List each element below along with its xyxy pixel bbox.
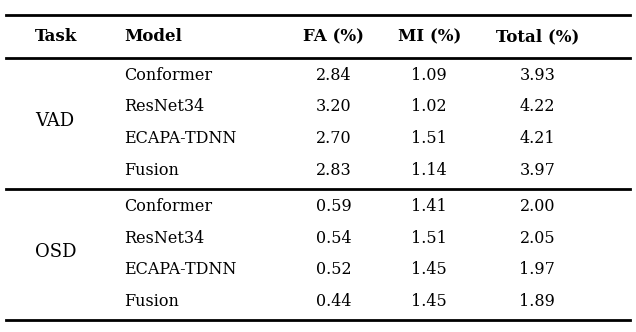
Text: 3.20: 3.20	[316, 99, 352, 116]
Text: 2.84: 2.84	[316, 67, 352, 84]
Text: 4.22: 4.22	[520, 99, 555, 116]
Text: Fusion: Fusion	[124, 162, 179, 179]
Text: 1.51: 1.51	[411, 130, 447, 147]
Text: 1.02: 1.02	[411, 99, 447, 116]
Text: 2.00: 2.00	[520, 198, 555, 215]
Text: OSD: OSD	[35, 243, 76, 261]
Text: 1.51: 1.51	[411, 230, 447, 247]
Text: Model: Model	[124, 28, 182, 45]
Text: 3.93: 3.93	[520, 67, 555, 84]
Text: 1.45: 1.45	[411, 293, 447, 310]
Text: 0.59: 0.59	[316, 198, 352, 215]
Text: 0.54: 0.54	[316, 230, 352, 247]
Text: ECAPA-TDNN: ECAPA-TDNN	[124, 261, 237, 278]
Text: 2.83: 2.83	[316, 162, 352, 179]
Text: 1.09: 1.09	[411, 67, 447, 84]
Text: Conformer: Conformer	[124, 67, 212, 84]
Text: 1.97: 1.97	[520, 261, 555, 278]
Text: Task: Task	[35, 28, 78, 45]
Text: 2.05: 2.05	[520, 230, 555, 247]
Text: ResNet34: ResNet34	[124, 230, 204, 247]
Text: 1.89: 1.89	[520, 293, 555, 310]
Text: 1.45: 1.45	[411, 261, 447, 278]
Text: 1.41: 1.41	[411, 198, 447, 215]
Text: Fusion: Fusion	[124, 293, 179, 310]
Text: 4.21: 4.21	[520, 130, 555, 147]
Text: 3.97: 3.97	[520, 162, 555, 179]
Text: 0.52: 0.52	[316, 261, 352, 278]
Text: ResNet34: ResNet34	[124, 99, 204, 116]
Text: FA (%): FA (%)	[303, 28, 364, 45]
Text: 1.14: 1.14	[411, 162, 447, 179]
Text: VAD: VAD	[35, 112, 74, 130]
Text: Total (%): Total (%)	[495, 28, 579, 45]
Text: 0.44: 0.44	[316, 293, 352, 310]
Text: ECAPA-TDNN: ECAPA-TDNN	[124, 130, 237, 147]
Text: Conformer: Conformer	[124, 198, 212, 215]
Text: 2.70: 2.70	[316, 130, 352, 147]
Text: MI (%): MI (%)	[398, 28, 461, 45]
